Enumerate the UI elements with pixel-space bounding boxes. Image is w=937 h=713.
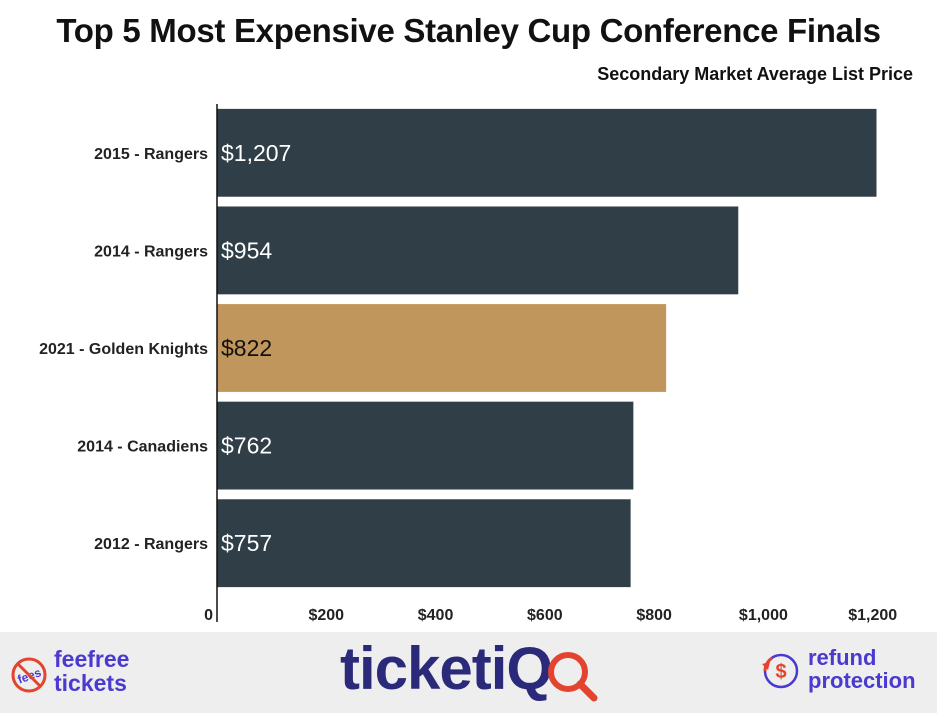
- x-tick-label: 0: [204, 607, 213, 624]
- x-tick-label: $600: [527, 607, 563, 624]
- category-label: 2021 - Golden Knights: [39, 341, 208, 358]
- data-label: $954: [221, 237, 272, 263]
- protection-text: protection: [808, 668, 916, 693]
- data-label: $1,207: [221, 140, 291, 166]
- x-tick-label: $200: [308, 607, 344, 624]
- category-label: 2012 - Rangers: [94, 536, 208, 553]
- category-label: 2014 - Canadiens: [77, 439, 208, 456]
- tickets-text: tickets: [54, 670, 127, 696]
- x-tick-label: $1,200: [848, 607, 897, 624]
- ticketiq-logo: ticketiQ: [340, 634, 600, 704]
- data-label: $822: [221, 335, 272, 361]
- no-fees-icon: fees: [11, 657, 47, 693]
- bar: [217, 304, 667, 392]
- data-label: $757: [221, 530, 272, 556]
- ticketiq-wordmark: ticketiQ: [340, 635, 553, 702]
- chart-subtitle: Secondary Market Average List Price: [597, 64, 913, 84]
- data-label: $762: [221, 433, 272, 459]
- feefree-tickets-logo: fees feefree tickets: [10, 646, 160, 698]
- category-label: 2015 - Rangers: [94, 146, 208, 163]
- bar: [217, 108, 877, 197]
- bar-chart: $1,207 2015 - Rangers $954 2014 - Rangers $8…: [39, 104, 897, 624]
- refund-dollar-icon: $: [762, 653, 799, 689]
- x-tick-label: $400: [418, 607, 454, 624]
- bar: [217, 401, 634, 490]
- refund-text: refund: [808, 645, 877, 670]
- chart-title: Top 5 Most Expensive Stanley Cup Confere…: [56, 12, 881, 49]
- footer-banner: fees feefree tickets ticketiQ $ refund p…: [0, 632, 937, 713]
- x-tick-label: $1,000: [739, 607, 788, 624]
- category-label: 2014 - Rangers: [94, 243, 208, 260]
- x-tick-label: $800: [636, 607, 672, 624]
- refund-protection-logo: $ refund protection: [760, 646, 935, 698]
- magnifier-icon: [548, 652, 598, 702]
- bar: [217, 206, 739, 295]
- feefree-text: feefree: [54, 646, 130, 672]
- bar: [217, 499, 631, 588]
- svg-text:$: $: [775, 661, 786, 683]
